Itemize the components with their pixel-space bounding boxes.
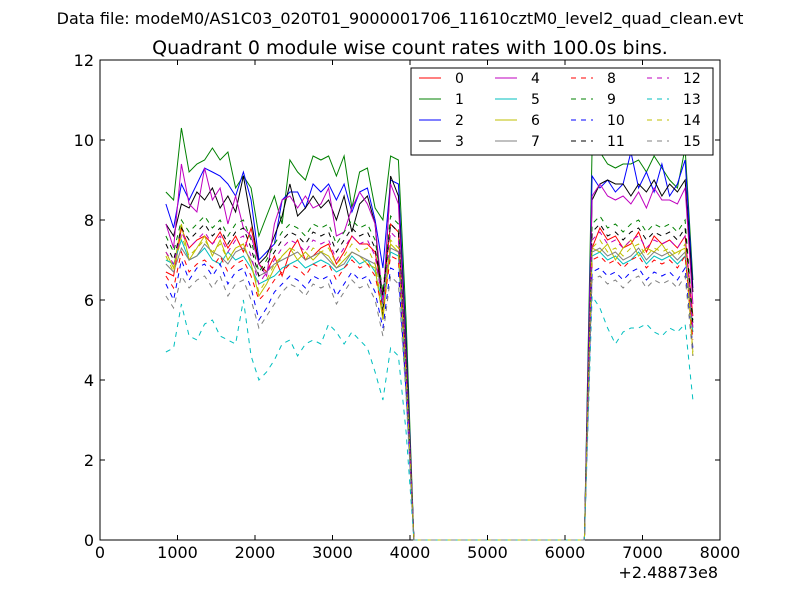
x-tick-label: 2000 bbox=[235, 543, 276, 562]
x-tick-label: 8000 bbox=[700, 543, 741, 562]
series-lines bbox=[165, 127, 694, 541]
series-line-14 bbox=[165, 234, 694, 541]
x-tick-label: 5000 bbox=[467, 543, 508, 562]
legend-label-0: 0 bbox=[455, 71, 464, 87]
x-tick-label: 3000 bbox=[312, 543, 353, 562]
legend-label-13: 13 bbox=[683, 92, 701, 108]
legend-box bbox=[410, 67, 714, 156]
y-tick-label: 8 bbox=[84, 211, 94, 230]
series-line-13 bbox=[165, 294, 694, 541]
y-tick-label: 6 bbox=[84, 291, 94, 310]
legend-label-9: 9 bbox=[607, 92, 616, 108]
legend-label-14: 14 bbox=[683, 113, 701, 129]
y-tick-label: 2 bbox=[84, 451, 94, 470]
axis-ticks: 0 1000 2000 3000 4000 5000 6000 7000 80000246810… bbox=[74, 51, 741, 562]
x-axis-offset-label: +2.48873e8 bbox=[618, 563, 718, 582]
legend-label-5: 5 bbox=[531, 92, 540, 108]
legend-label-4: 4 bbox=[531, 71, 540, 87]
y-tick-label: 10 bbox=[74, 131, 94, 150]
x-tick-label: 4000 bbox=[390, 543, 431, 562]
legend-label-8: 8 bbox=[607, 71, 616, 87]
legend-label-15: 15 bbox=[683, 134, 701, 150]
chart-title: Quadrant 0 module wise count rates with … bbox=[152, 37, 668, 59]
legend-label-10: 10 bbox=[607, 113, 625, 129]
legend-label-7: 7 bbox=[531, 134, 540, 150]
chart-suptitle: Data file: modeM0/AS1C03_020T01_90000017… bbox=[57, 9, 744, 29]
y-tick-label: 0 bbox=[84, 531, 94, 550]
x-tick-label: 0 bbox=[95, 543, 105, 562]
y-tick-label: 4 bbox=[84, 371, 94, 390]
x-tick-label: 7000 bbox=[622, 543, 663, 562]
legend-label-2: 2 bbox=[455, 113, 464, 129]
legend-label-1: 1 bbox=[455, 92, 464, 108]
legend-label-3: 3 bbox=[455, 134, 464, 150]
legend-label-12: 12 bbox=[683, 71, 701, 87]
x-tick-label: 1000 bbox=[157, 543, 198, 562]
series-line-12 bbox=[165, 230, 694, 541]
legend-label-6: 6 bbox=[531, 113, 540, 129]
legend-label-11: 11 bbox=[607, 134, 625, 150]
x-tick-label: 6000 bbox=[545, 543, 586, 562]
y-tick-label: 12 bbox=[74, 51, 94, 70]
